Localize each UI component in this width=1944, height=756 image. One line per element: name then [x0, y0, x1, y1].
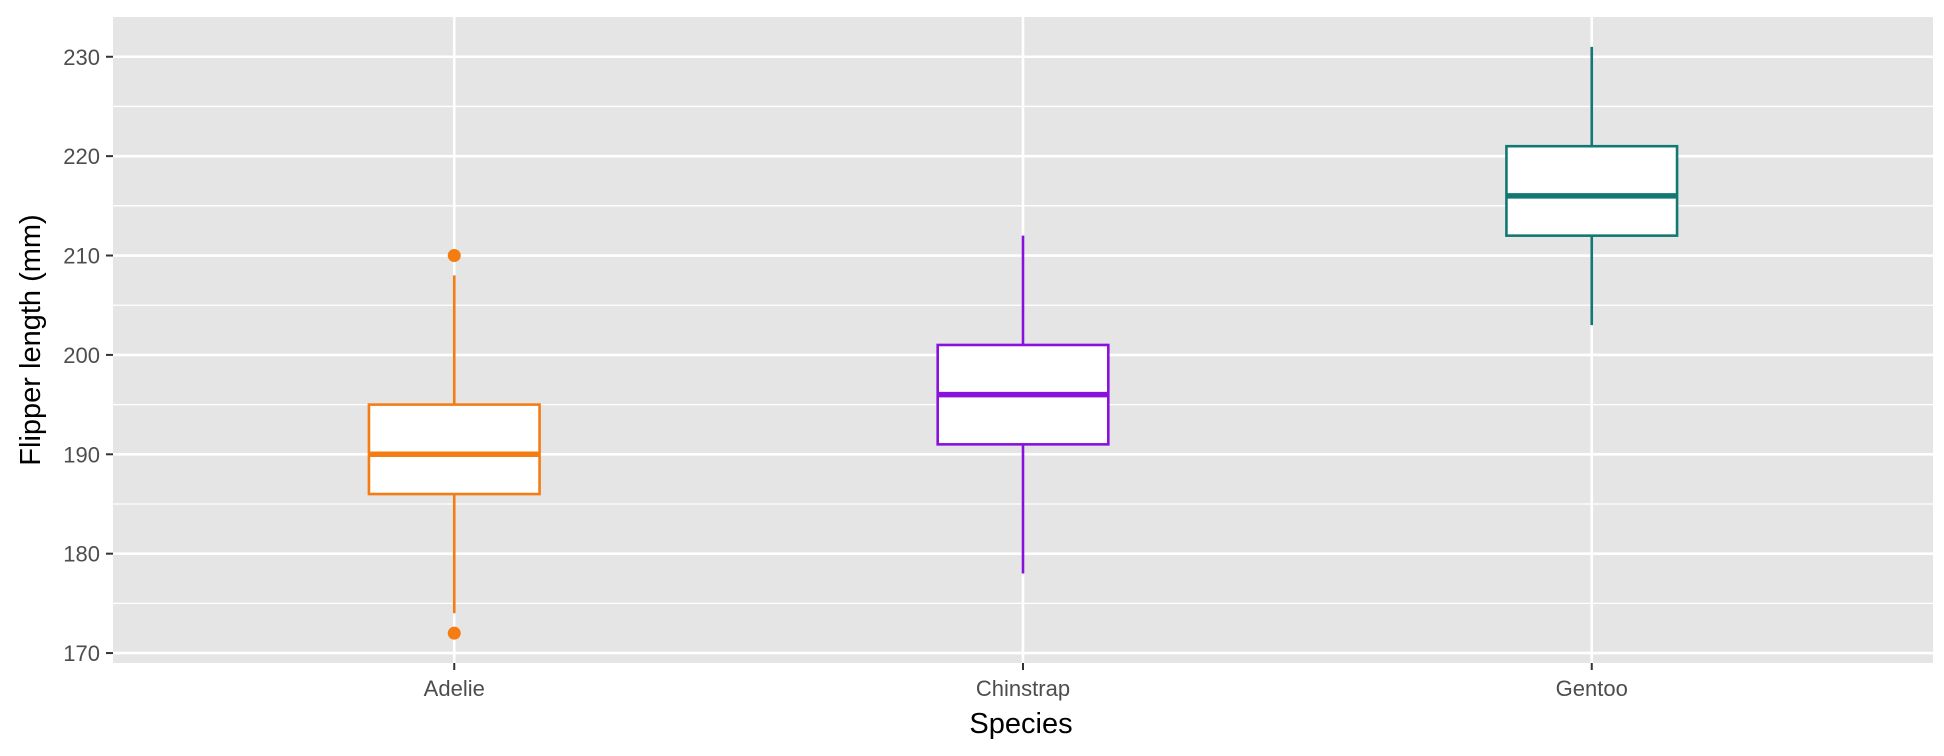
y-tick-label: 200: [63, 343, 100, 368]
x-axis-title: Species: [969, 708, 1072, 740]
iqr-box: [367, 403, 541, 496]
x-axis: Adelie Chinstrap Gentoo: [424, 663, 1628, 701]
box-adelie: [367, 249, 541, 640]
y-tick-label: 210: [63, 244, 100, 269]
y-tick-label: 180: [63, 542, 100, 567]
box-chinstrap: [936, 235, 1110, 574]
boxes: [367, 46, 1679, 640]
box-gentoo: [1505, 46, 1679, 326]
outlier-point: [447, 626, 461, 640]
x-tick-label: Gentoo: [1556, 676, 1628, 701]
iqr-box: [1505, 144, 1679, 237]
x-tick-label: Chinstrap: [976, 676, 1070, 701]
y-tick-label: 230: [63, 45, 100, 70]
y-tick-label: 170: [63, 641, 100, 666]
y-axis: 170 180 190 200 210 220 230: [63, 45, 113, 666]
outlier-point: [447, 249, 461, 263]
y-axis-title: Flipper length (mm): [15, 214, 47, 465]
y-tick-label: 220: [63, 144, 100, 169]
x-tick-label: Adelie: [424, 676, 485, 701]
y-tick-label: 190: [63, 442, 100, 467]
